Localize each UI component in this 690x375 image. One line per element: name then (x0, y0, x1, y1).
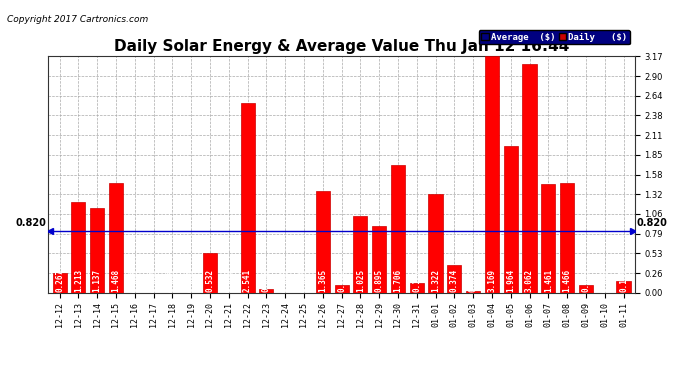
Bar (203, 253, 217, 292)
Text: 0.102: 0.102 (337, 269, 346, 292)
Text: 0.000: 0.000 (281, 269, 290, 292)
Bar (616, 281, 631, 292)
Bar (52, 273, 67, 292)
Bar (504, 146, 518, 292)
Text: 0.151: 0.151 (619, 269, 628, 292)
Text: 0.000: 0.000 (224, 269, 233, 292)
Bar (259, 289, 273, 292)
Text: 1.466: 1.466 (562, 269, 571, 292)
Text: 0.374: 0.374 (450, 269, 459, 292)
Text: 0.820: 0.820 (16, 217, 46, 228)
Text: 3.062: 3.062 (525, 269, 534, 292)
Text: 1.213: 1.213 (74, 269, 83, 292)
Bar (466, 291, 480, 292)
Bar (241, 103, 255, 292)
Text: 3.169: 3.169 (487, 269, 496, 292)
Text: 1.322: 1.322 (431, 269, 440, 292)
Bar (447, 265, 462, 292)
Text: 0.023: 0.023 (469, 269, 477, 292)
Text: 1.025: 1.025 (356, 269, 365, 292)
Text: 0.000: 0.000 (130, 269, 139, 292)
Text: 2.541: 2.541 (243, 269, 252, 292)
Text: 1.461: 1.461 (544, 269, 553, 292)
Bar (71, 202, 86, 292)
Text: 1.706: 1.706 (393, 269, 402, 292)
Text: 0.000: 0.000 (149, 269, 158, 292)
Text: 0.895: 0.895 (375, 269, 384, 292)
Text: 0.048: 0.048 (262, 269, 271, 292)
Bar (335, 285, 348, 292)
Bar (579, 285, 593, 292)
Text: 0.095: 0.095 (582, 269, 591, 292)
Bar (560, 183, 574, 292)
Text: 1.137: 1.137 (92, 269, 101, 292)
Title: Daily Solar Energy & Average Value Thu Jan 12 16:44: Daily Solar Energy & Average Value Thu J… (114, 39, 569, 54)
Bar (391, 165, 405, 292)
Text: 0.820: 0.820 (637, 217, 667, 228)
Text: 0.127: 0.127 (412, 269, 421, 292)
Text: 1.365: 1.365 (318, 269, 327, 292)
Text: 0.532: 0.532 (206, 269, 215, 292)
Text: Copyright 2017 Cartronics.com: Copyright 2017 Cartronics.com (7, 15, 148, 24)
Bar (541, 184, 555, 292)
Bar (90, 208, 104, 292)
Bar (410, 283, 424, 292)
Text: 0.000: 0.000 (600, 269, 609, 292)
Text: 0.000: 0.000 (187, 269, 196, 292)
Bar (428, 194, 442, 292)
Bar (353, 216, 367, 292)
Bar (522, 64, 537, 292)
Text: 0.000: 0.000 (299, 269, 308, 292)
Bar (109, 183, 123, 292)
Bar (485, 56, 499, 292)
Text: 0.267: 0.267 (55, 269, 64, 292)
Legend: Average  ($), Daily   ($): Average ($), Daily ($) (479, 30, 630, 45)
Bar (316, 191, 330, 292)
Text: 1.468: 1.468 (112, 269, 121, 292)
Text: 0.000: 0.000 (168, 269, 177, 292)
Bar (372, 226, 386, 292)
Text: 1.964: 1.964 (506, 269, 515, 292)
